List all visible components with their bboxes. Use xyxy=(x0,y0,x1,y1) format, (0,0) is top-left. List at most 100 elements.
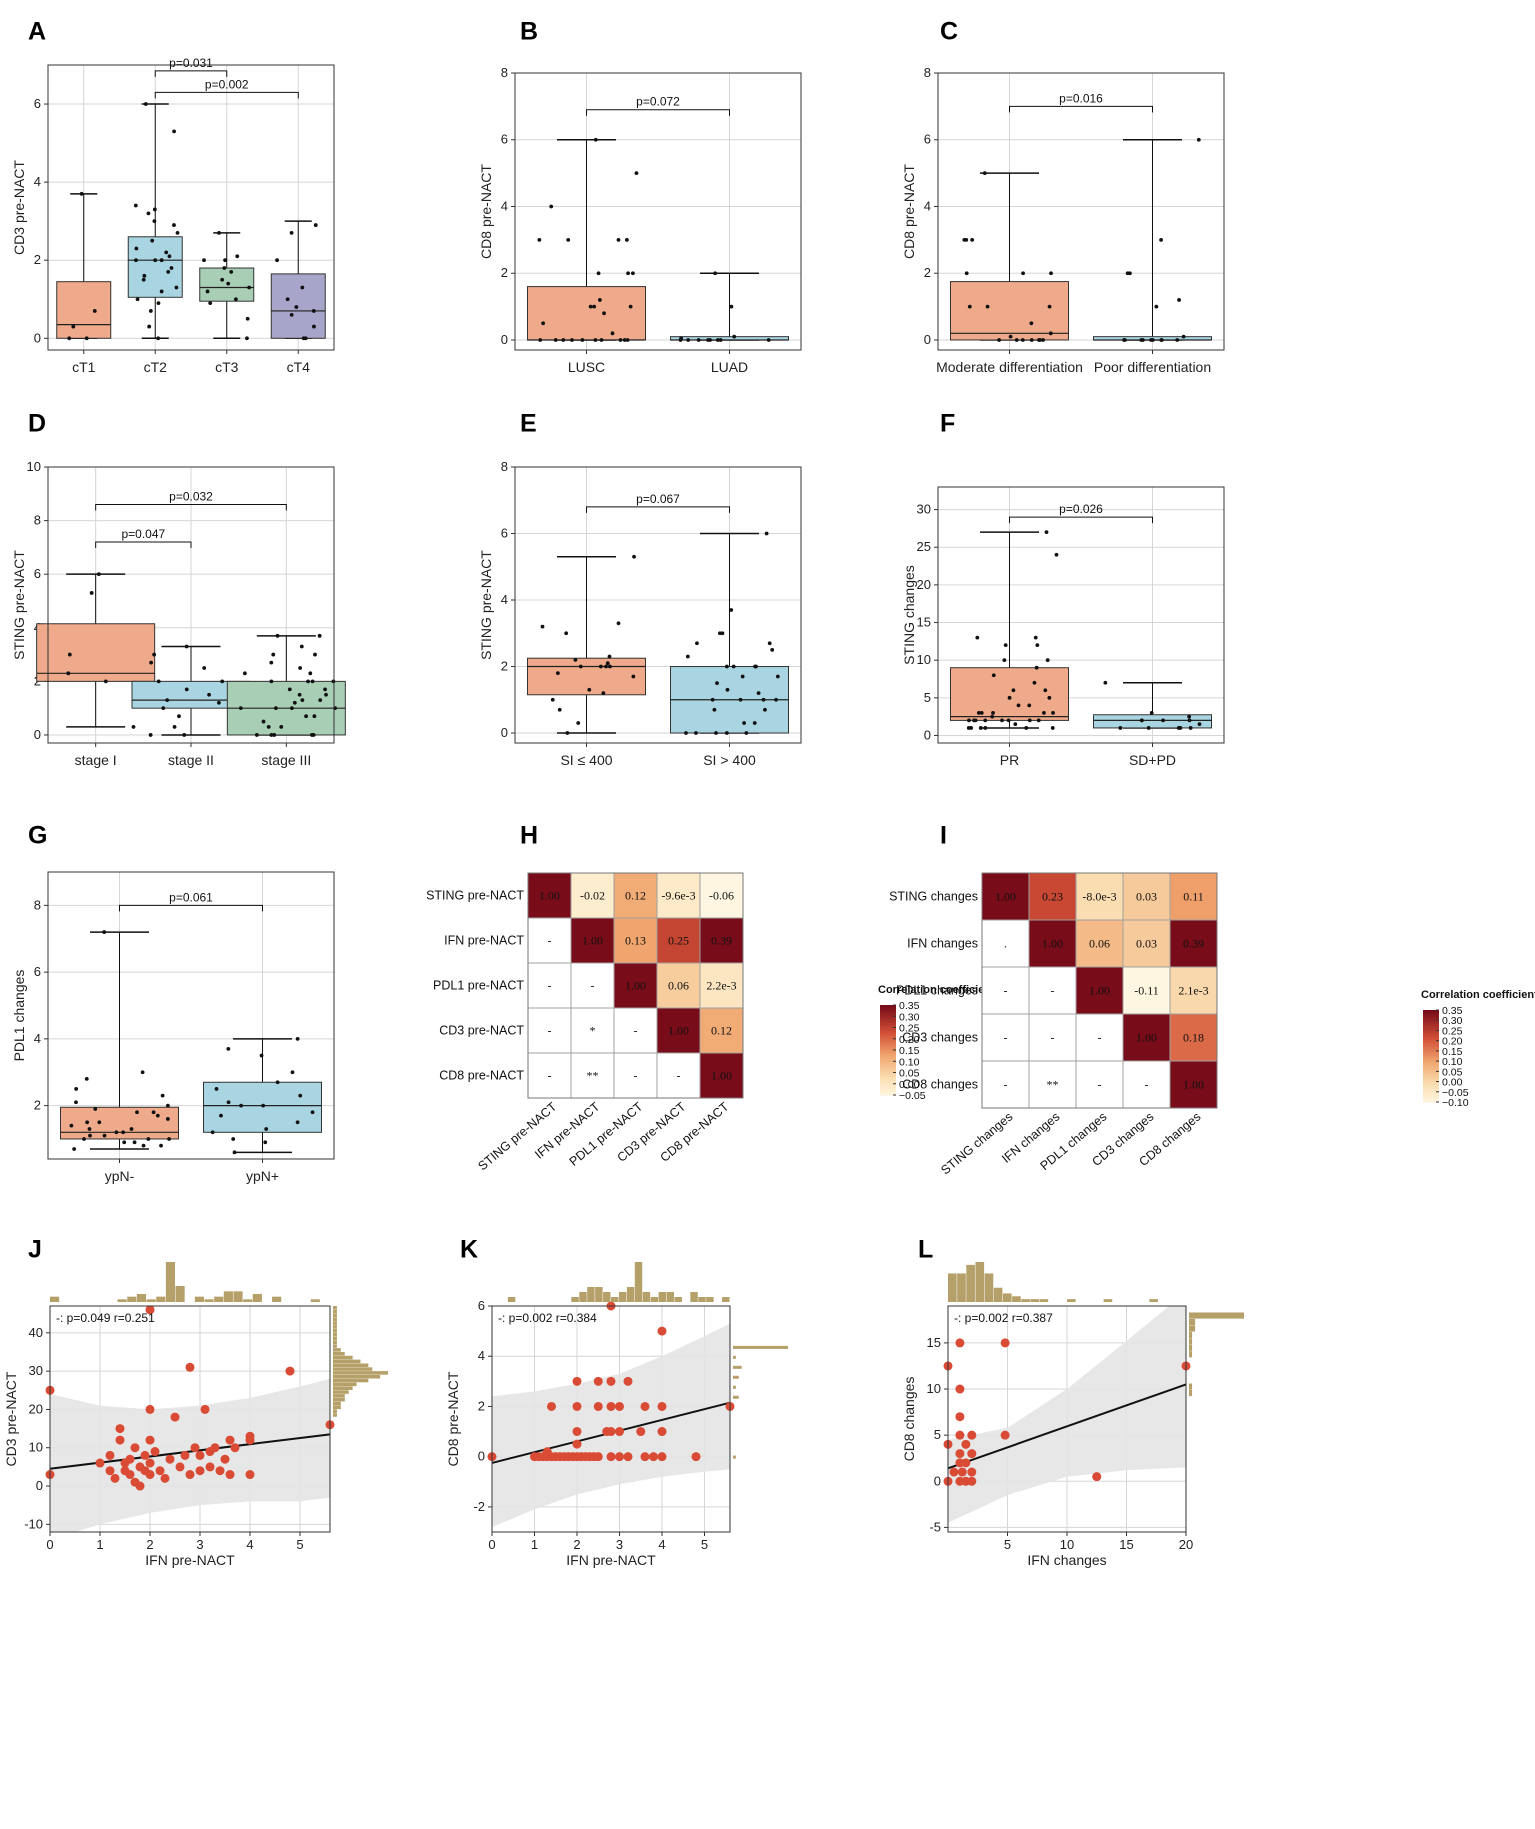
colorbar-segment xyxy=(880,1083,896,1087)
scatter-point xyxy=(606,1401,616,1411)
data-point xyxy=(550,697,555,702)
data-point xyxy=(318,698,323,703)
data-point xyxy=(266,725,271,729)
heatmap-cell xyxy=(1169,1060,1218,1109)
data-point xyxy=(1013,722,1018,727)
data-point xyxy=(274,706,278,711)
cell-value: - xyxy=(634,1069,638,1083)
plot-frame xyxy=(514,466,802,744)
y-tick-label: 4 xyxy=(34,174,41,189)
data-point xyxy=(537,237,542,242)
data-point xyxy=(1036,718,1041,723)
data-point xyxy=(292,700,297,705)
scatter-point xyxy=(145,1458,155,1468)
data-point xyxy=(1034,665,1039,670)
x-tick-label: 10 xyxy=(1060,1537,1074,1552)
data-point xyxy=(289,312,294,317)
colorbar-tick-label: 0.00 xyxy=(899,1079,920,1091)
data-point xyxy=(597,298,602,302)
plot-frame xyxy=(937,486,1225,744)
data-point xyxy=(155,1113,160,1118)
data-point xyxy=(226,281,231,286)
right-histogram-bar xyxy=(333,1386,353,1390)
scatter-point xyxy=(967,1467,977,1477)
y-tick-label: 2 xyxy=(501,659,508,674)
panel-label: I xyxy=(940,822,947,850)
data-point xyxy=(1032,680,1037,685)
top-histogram-bar xyxy=(194,1296,204,1302)
data-point xyxy=(165,1103,170,1108)
right-histogram-bar xyxy=(333,1340,337,1345)
colorbar-segment xyxy=(1423,1083,1439,1087)
data-point xyxy=(752,721,757,725)
data-point xyxy=(1007,695,1012,700)
data-point xyxy=(79,191,84,196)
data-point xyxy=(570,338,574,342)
y-tick-label: 8 xyxy=(34,897,41,912)
colorbar-segment xyxy=(1423,1010,1439,1013)
cell-value: - xyxy=(1098,1031,1102,1045)
data-point xyxy=(1054,552,1059,557)
data-point xyxy=(297,692,302,697)
colorbar-tick-label: 0.35 xyxy=(1442,1005,1463,1017)
plot-frame xyxy=(491,1305,731,1533)
correlation-annotation: -: p=0.049 r=0.251 xyxy=(56,1311,155,1325)
data-point xyxy=(324,692,328,697)
data-point xyxy=(982,171,987,176)
data-point xyxy=(967,304,972,309)
y-axis-label: CD3 pre-NACT xyxy=(11,160,27,255)
colorbar-tick-label: −0.05 xyxy=(1442,1087,1469,1099)
heatmap-cell xyxy=(1028,1013,1077,1062)
scatter-point xyxy=(150,1447,160,1457)
y-tick-label: 6 xyxy=(924,132,931,147)
x-tick-label: 3 xyxy=(616,1537,623,1552)
data-point xyxy=(1197,722,1202,727)
row-label: STING changes xyxy=(889,890,978,904)
data-point xyxy=(271,652,276,657)
cell-value: 0.12 xyxy=(625,889,646,903)
colorbar-tick-label: 0.10 xyxy=(899,1056,920,1068)
data-point xyxy=(557,707,562,712)
y-tick-label: 40 xyxy=(29,1325,43,1340)
data-point xyxy=(1002,658,1007,663)
colorbar-segment xyxy=(880,1043,896,1047)
colorbar-segment xyxy=(880,1070,896,1074)
data-point xyxy=(715,681,719,686)
colorbar-tick-label: 0.15 xyxy=(1442,1046,1463,1058)
data-point xyxy=(588,304,593,309)
colorbar-segment xyxy=(1423,1069,1439,1073)
data-point xyxy=(261,1103,266,1108)
scatter-point xyxy=(593,1452,603,1462)
data-point xyxy=(223,258,228,263)
cell-value: . xyxy=(1004,937,1007,951)
data-point xyxy=(1047,304,1052,309)
confidence-band xyxy=(492,1323,730,1527)
heatmap-cell xyxy=(1075,872,1124,921)
colorbar-segment xyxy=(880,1014,896,1017)
data-point xyxy=(628,304,633,309)
data-point xyxy=(712,707,717,712)
colorbar-segment xyxy=(1423,1016,1439,1020)
data-point xyxy=(97,1120,102,1125)
data-point xyxy=(331,679,336,684)
data-point xyxy=(624,237,629,242)
data-point xyxy=(1181,334,1186,339)
data-point xyxy=(753,664,757,669)
data-point xyxy=(269,660,274,665)
x-category-label: cT3 xyxy=(215,359,239,375)
data-point xyxy=(298,666,303,670)
box-SD+PD xyxy=(1093,714,1212,729)
cell-value: - xyxy=(548,934,552,948)
data-point xyxy=(156,679,161,684)
scatter-point xyxy=(955,1412,965,1422)
right-histogram-bar xyxy=(733,1375,739,1379)
data-point xyxy=(761,697,766,702)
data-point xyxy=(269,679,274,684)
colorbar-segment xyxy=(1423,1067,1439,1071)
plot-frame xyxy=(947,1305,1187,1533)
data-point xyxy=(72,1147,77,1151)
data-point xyxy=(74,1087,79,1091)
data-point xyxy=(134,258,138,263)
top-histogram-bar xyxy=(204,1299,214,1302)
